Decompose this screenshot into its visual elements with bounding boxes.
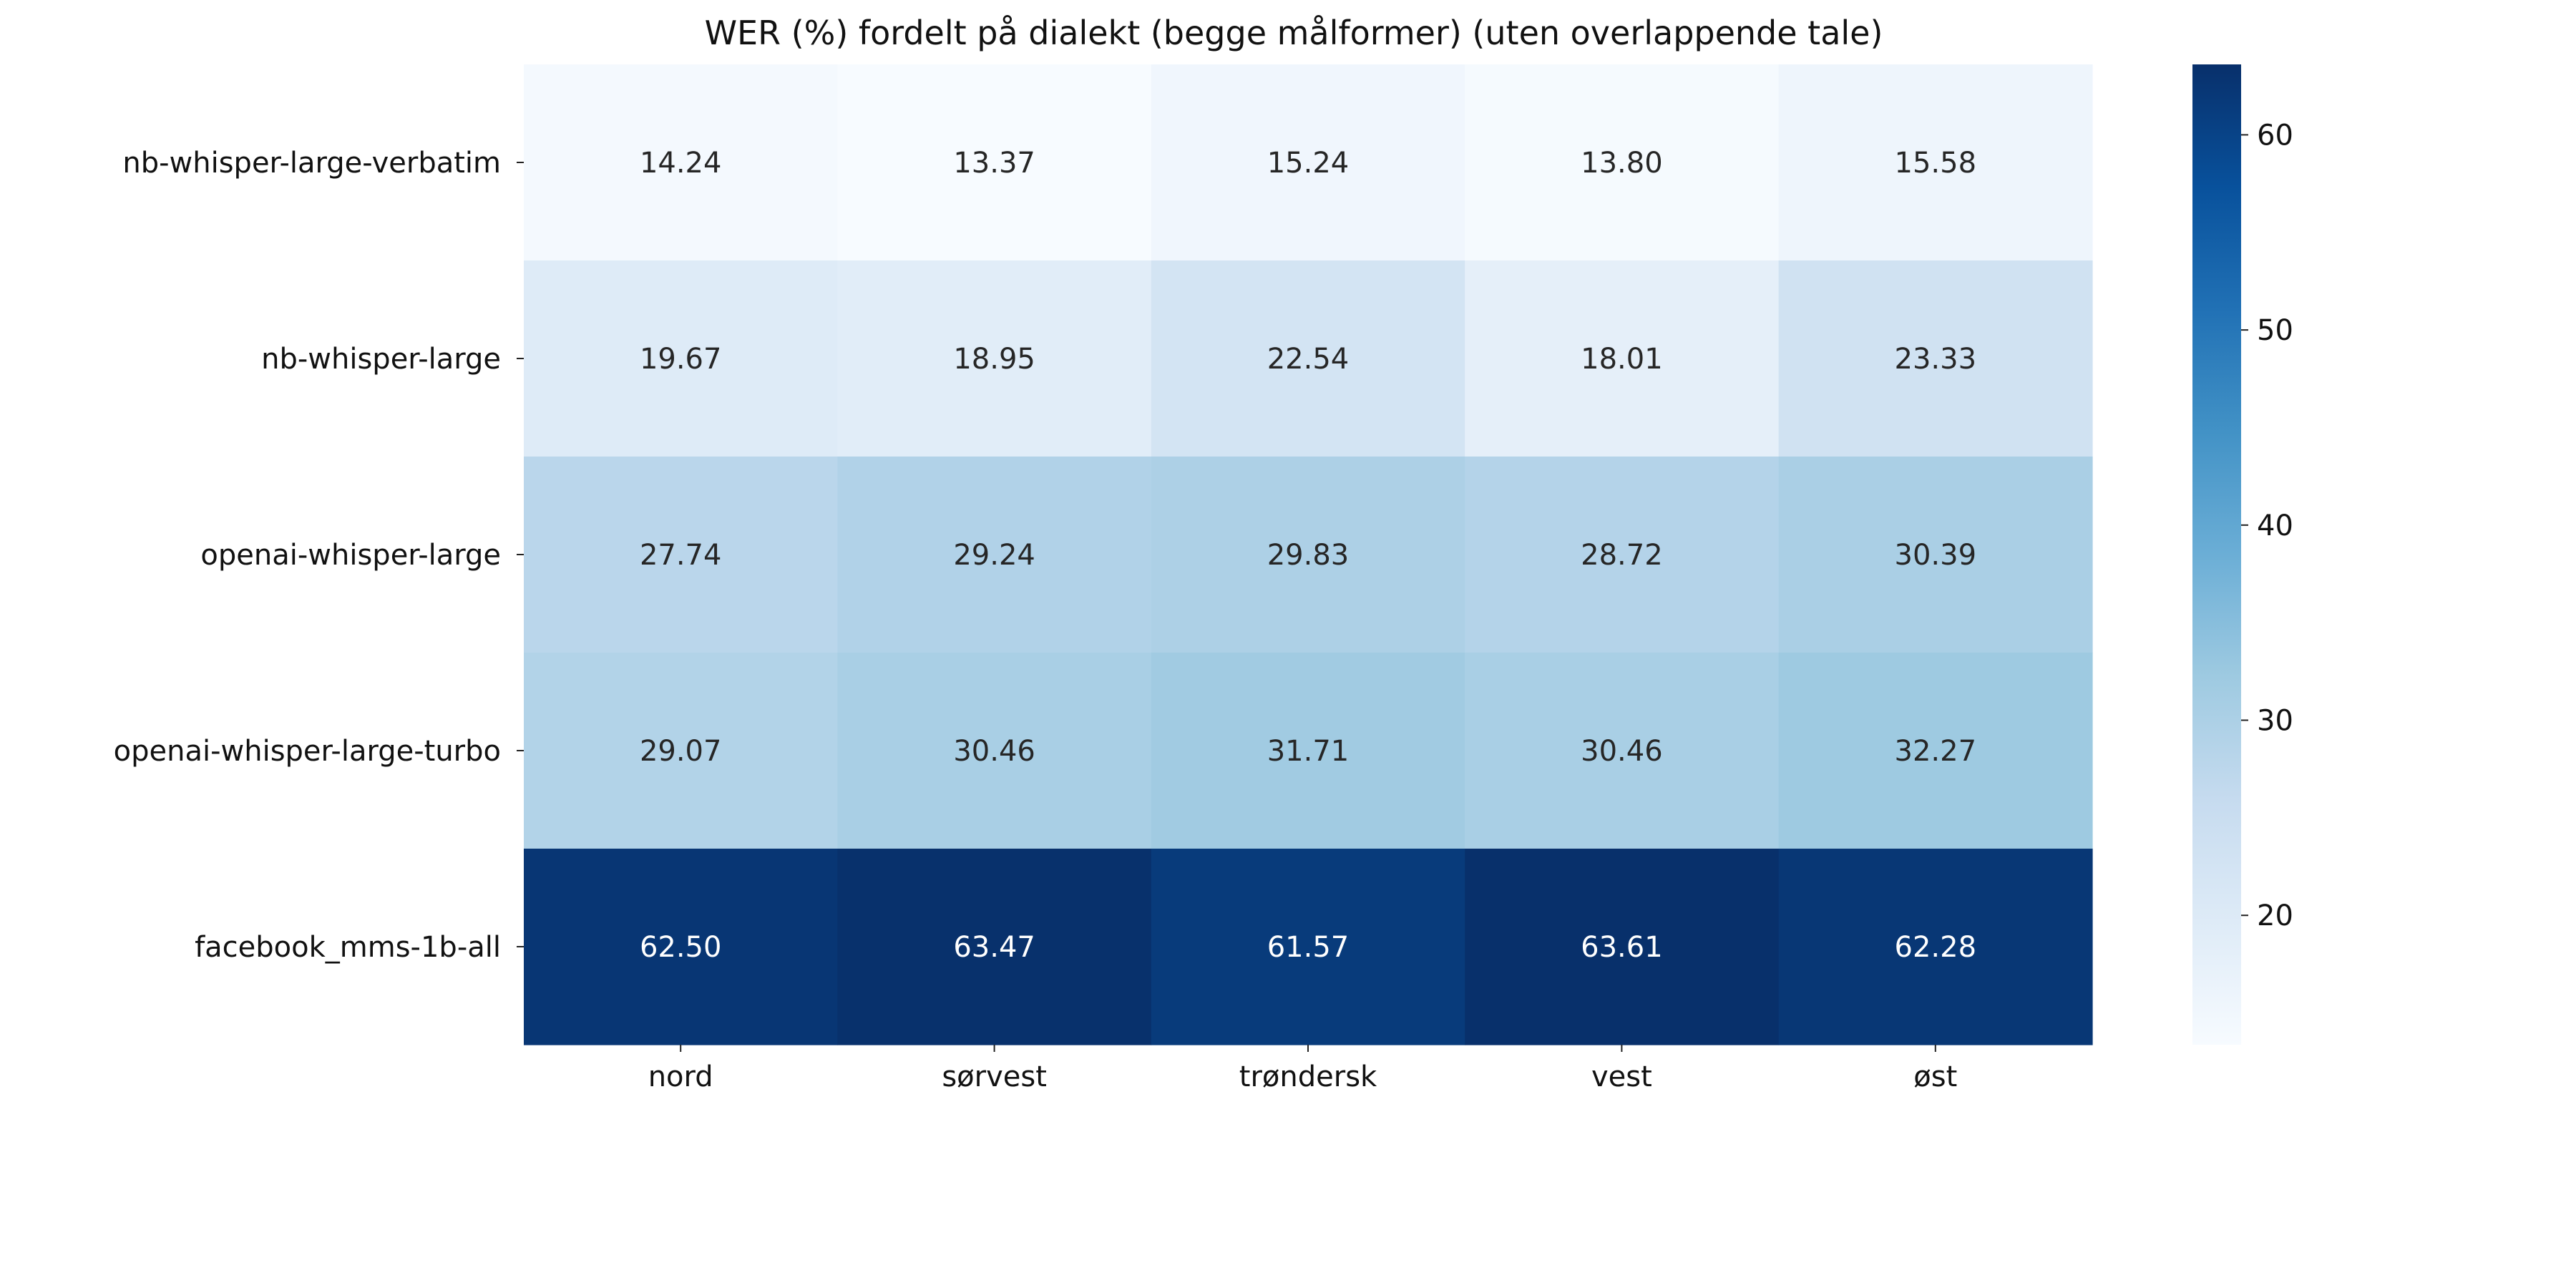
heatmap-cell xyxy=(1778,653,2093,849)
heatmap-cell xyxy=(524,457,838,653)
cell-value-label: 32.27 xyxy=(1895,735,1977,768)
heatmap-cell xyxy=(1778,260,2093,457)
cell-value-label: 30.46 xyxy=(1581,735,1663,768)
cell-value-label: 18.95 xyxy=(953,343,1035,376)
cell-value-label: 29.83 xyxy=(1267,539,1350,572)
cell-value-label: 31.71 xyxy=(1267,735,1350,768)
heatmap-cell xyxy=(837,849,1152,1045)
colorbar-tick-label: 30 xyxy=(2257,705,2293,738)
cell-value-label: 30.39 xyxy=(1895,539,1977,572)
cell-value-label: 62.28 xyxy=(1895,931,1977,964)
cell-value-label: 61.57 xyxy=(1267,931,1350,964)
cell-value-label: 15.24 xyxy=(1267,147,1350,180)
colorbar-tick-label: 50 xyxy=(2257,314,2293,347)
heatmap-cell xyxy=(1778,64,2093,261)
chart-title: WER (%) fordelt på dialekt (begge målfor… xyxy=(705,14,1883,52)
cell-value-label: 19.67 xyxy=(640,343,722,376)
heatmap-cell xyxy=(1465,849,1780,1045)
x-tick-label: vest xyxy=(1591,1060,1652,1093)
heatmap-cell xyxy=(837,653,1152,849)
heatmap-cell xyxy=(837,457,1152,653)
colorbar-tick-label: 20 xyxy=(2257,899,2293,932)
cell-value-label: 18.01 xyxy=(1581,343,1663,376)
x-tick-label: sørvest xyxy=(942,1060,1047,1093)
cell-value-label: 63.47 xyxy=(953,931,1035,964)
cell-value-label: 29.24 xyxy=(953,539,1035,572)
heatmap-cell xyxy=(524,849,838,1045)
heatmap-cell xyxy=(837,64,1152,261)
cell-value-label: 28.72 xyxy=(1581,539,1663,572)
x-tick-label: trøndersk xyxy=(1239,1060,1377,1093)
heatmap-cell xyxy=(837,260,1152,457)
heatmap-cell xyxy=(1465,64,1780,261)
heatmap-cell xyxy=(1151,64,1465,261)
heatmap-cell xyxy=(1778,457,2093,653)
colorbar xyxy=(2192,64,2241,1045)
cell-value-label: 63.61 xyxy=(1581,931,1663,964)
y-tick-label: openai-whisper-large xyxy=(200,539,501,572)
x-tick-label: nord xyxy=(648,1060,713,1093)
cell-value-label: 23.33 xyxy=(1895,343,1977,376)
cell-value-label: 30.46 xyxy=(953,735,1035,768)
heatmap-cell xyxy=(1151,653,1465,849)
heatmap-cells: 14.24 13.37 15.24 13.80 15.58 19.67 18.95 22.54… xyxy=(524,64,2093,1045)
heatmap-cell xyxy=(1151,457,1465,653)
heatmap-cell xyxy=(524,260,838,457)
x-tick-label: øst xyxy=(1913,1060,1957,1093)
cell-value-label: 22.54 xyxy=(1267,343,1350,376)
colorbar-tick-label: 60 xyxy=(2257,119,2293,152)
y-tick-label: nb-whisper-large xyxy=(261,343,501,376)
heatmap-cell xyxy=(1465,457,1780,653)
heatmap-cell xyxy=(1778,849,2093,1045)
cell-value-label: 14.24 xyxy=(640,147,722,180)
heatmap-cell xyxy=(524,653,838,849)
heatmap-cell xyxy=(1151,260,1465,457)
colorbar-tick-label: 40 xyxy=(2257,509,2293,542)
y-tick-label: openai-whisper-large-turbo xyxy=(114,735,501,768)
cell-value-label: 13.80 xyxy=(1581,147,1663,180)
cell-value-label: 29.07 xyxy=(640,735,722,768)
colorbar-ticks: 20 30 40 50 60 xyxy=(2241,119,2293,932)
heatmap-cell xyxy=(1465,653,1780,849)
cell-value-label: 62.50 xyxy=(640,931,722,964)
y-tick-label: nb-whisper-large-verbatim xyxy=(122,147,501,180)
cell-value-label: 15.58 xyxy=(1895,147,1977,180)
y-axis-ticks: nb-whisper-large-verbatim nb-whisper-larg… xyxy=(114,147,524,964)
heatmap-cell xyxy=(524,64,838,261)
y-tick-label: facebook_mms-1b-all xyxy=(195,931,501,964)
heatmap-cell xyxy=(1151,849,1465,1045)
x-axis-ticks: nord sørvest trøndersk vest øst xyxy=(648,1045,1957,1093)
cell-value-label: 27.74 xyxy=(640,539,722,572)
heatmap-cell xyxy=(1465,260,1780,457)
cell-value-label: 13.37 xyxy=(953,147,1035,180)
